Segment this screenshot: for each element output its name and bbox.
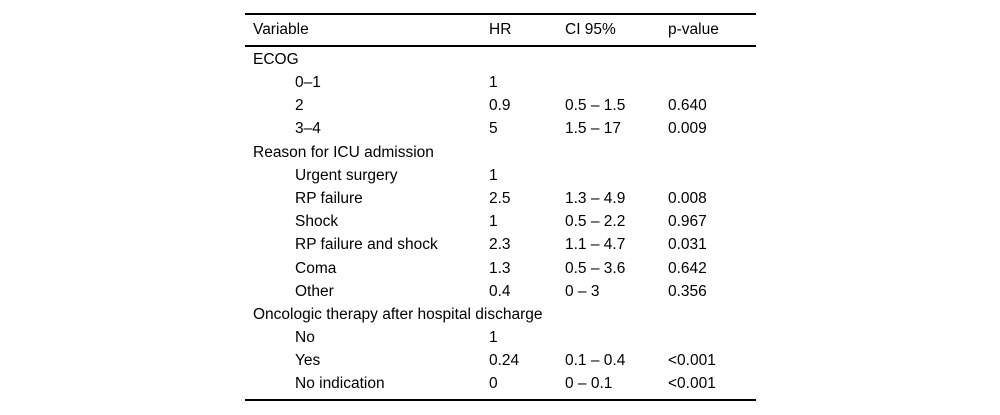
pvalue-cell: 0.640 (668, 97, 707, 115)
variable-cell: No indication (295, 375, 385, 393)
table-row: 0–1 1 (245, 71, 756, 94)
table-row: RP failure and shock 2.3 1.1 – 4.7 0.031 (245, 234, 756, 257)
variable-cell: 3–4 (295, 120, 321, 138)
table-row: No 1 (245, 326, 756, 349)
ci-cell: 0.5 – 3.6 (565, 259, 626, 277)
table-header-row: Variable HR CI 95% p-value (245, 15, 756, 47)
variable-cell: Yes (295, 352, 321, 370)
hr-cell: 1 (489, 166, 498, 184)
ci-cell: 1.1 – 4.7 (565, 236, 626, 254)
hr-cell: 1.3 (489, 259, 511, 277)
variable-cell: ECOG (253, 50, 299, 68)
hazard-ratio-table: Variable HR CI 95% p-value ECOG 0–1 1 2 … (245, 13, 756, 401)
ci-cell: 0.5 – 1.5 (565, 97, 626, 115)
table-row: 2 0.9 0.5 – 1.5 0.640 (245, 94, 756, 117)
pvalue-cell: <0.001 (668, 375, 716, 393)
column-header-variable: Variable (253, 21, 309, 39)
ci-cell: 0 – 3 (565, 282, 600, 300)
table-row: Reason for ICU admission (245, 141, 756, 164)
pvalue-cell: 0.967 (668, 213, 707, 231)
variable-cell: RP failure and shock (295, 236, 438, 254)
pvalue-cell: <0.001 (668, 352, 716, 370)
table-body: ECOG 0–1 1 2 0.9 0.5 – 1.5 0.640 3–4 5 1… (245, 47, 756, 401)
variable-cell: 2 (295, 97, 304, 115)
variable-cell: Oncologic therapy after hospital dischar… (253, 305, 543, 323)
hr-cell: 0.4 (489, 282, 511, 300)
hr-cell: 0.24 (489, 352, 520, 370)
ci-cell: 0 – 0.1 (565, 375, 613, 393)
table-row: ECOG (245, 48, 756, 71)
hr-cell: 1 (489, 213, 498, 231)
variable-cell: Coma (295, 259, 337, 277)
pvalue-cell: 0.031 (668, 236, 707, 254)
column-header-hr: HR (489, 21, 512, 39)
column-header-ci95: CI 95% (565, 21, 616, 39)
variable-cell: Shock (295, 213, 339, 231)
variable-cell: Other (295, 282, 334, 300)
table-row: Shock 1 0.5 – 2.2 0.967 (245, 210, 756, 233)
hr-cell: 2.3 (489, 236, 511, 254)
hr-cell: 1 (489, 329, 498, 347)
variable-cell: Urgent surgery (295, 166, 398, 184)
pvalue-cell: 0.642 (668, 259, 707, 277)
table-row: 3–4 5 1.5 – 17 0.009 (245, 118, 756, 141)
table-row: No indication 0 0 – 0.1 <0.001 (245, 373, 756, 396)
table-row: Other 0.4 0 – 3 0.356 (245, 280, 756, 303)
table-row: Yes 0.24 0.1 – 0.4 <0.001 (245, 349, 756, 372)
table-row: Oncologic therapy after hospital dischar… (245, 303, 756, 326)
variable-cell: No (295, 329, 315, 347)
pvalue-cell: 0.009 (668, 120, 707, 138)
hr-cell: 0.9 (489, 97, 511, 115)
pvalue-cell: 0.356 (668, 282, 707, 300)
table-row: Urgent surgery 1 (245, 164, 756, 187)
variable-cell: Reason for ICU admission (253, 143, 434, 161)
ci-cell: 1.5 – 17 (565, 120, 622, 138)
table-row: RP failure 2.5 1.3 – 4.9 0.008 (245, 187, 756, 210)
hr-cell: 0 (489, 375, 498, 393)
ci-cell: 0.1 – 0.4 (565, 352, 626, 370)
hr-cell: 2.5 (489, 189, 511, 207)
hr-cell: 5 (489, 120, 498, 138)
hr-cell: 1 (489, 74, 498, 92)
variable-cell: 0–1 (295, 74, 321, 92)
table-row: Coma 1.3 0.5 – 3.6 0.642 (245, 257, 756, 280)
variable-cell: RP failure (295, 189, 363, 207)
column-header-pvalue: p-value (668, 21, 719, 39)
ci-cell: 1.3 – 4.9 (565, 189, 626, 207)
pvalue-cell: 0.008 (668, 189, 707, 207)
ci-cell: 0.5 – 2.2 (565, 213, 626, 231)
